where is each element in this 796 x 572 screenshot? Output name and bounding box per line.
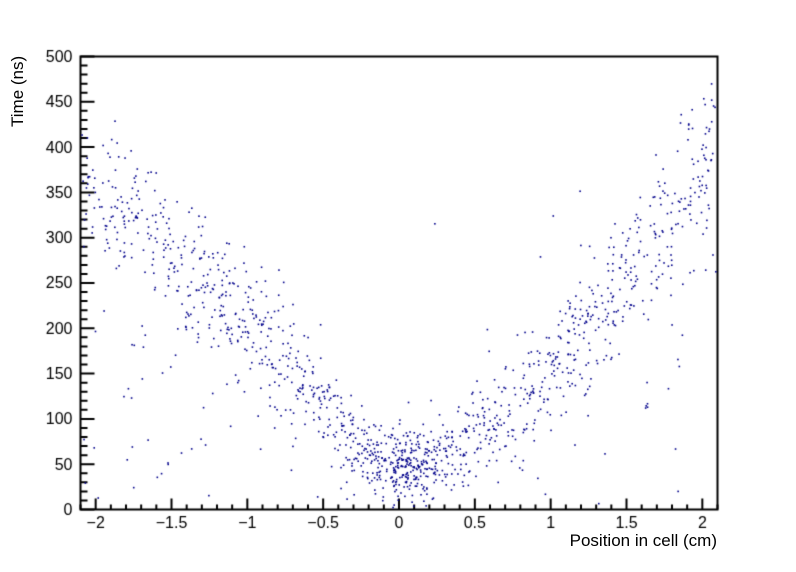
y-axis-title: Time (ns) (8, 55, 27, 127)
x-axis-title: Position in cell (cm) (569, 531, 717, 550)
